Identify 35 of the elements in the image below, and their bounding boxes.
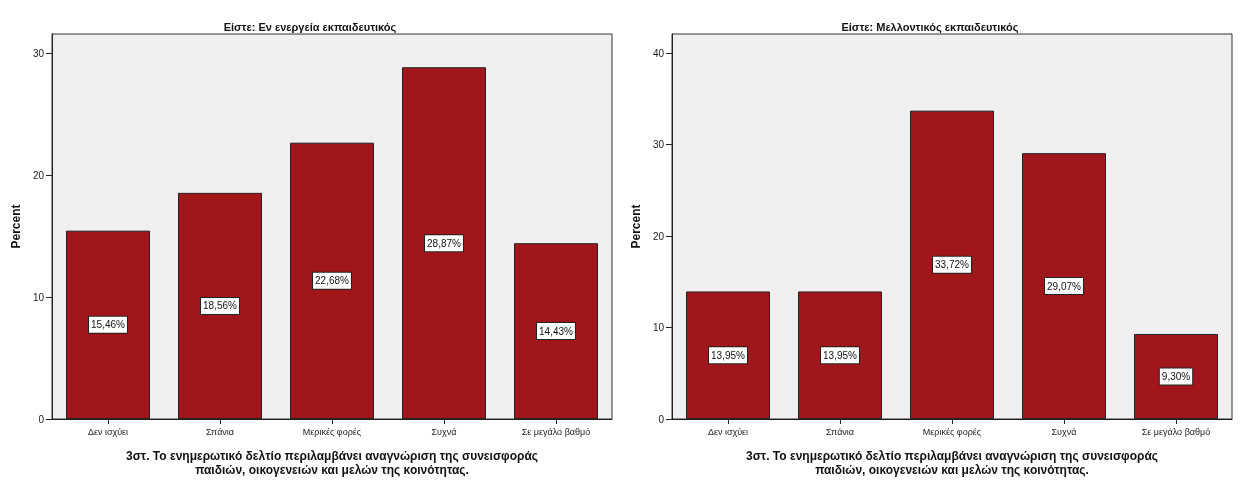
y-axis-title: Percent	[8, 204, 23, 249]
data-label: 28,87%	[427, 237, 462, 249]
data-label: 13,95%	[823, 349, 858, 361]
y-tick-label: 20	[32, 169, 45, 181]
y-tick-label: 30	[32, 47, 45, 59]
y-tick-label: 10	[652, 322, 665, 334]
x-tick-label: Σπάνια	[205, 426, 235, 437]
chart-title: Είστε: Εν ενεργεία εκπαιδευτικός	[223, 20, 397, 34]
data-label: 29,07%	[1047, 280, 1082, 292]
x-tick-label: Συχνά	[1051, 426, 1077, 437]
x-tick-label: Συχνά	[431, 426, 457, 437]
y-tick-label: 0	[658, 413, 665, 425]
x-tick-label: Μερικές φορές	[922, 426, 982, 437]
x-tick-label: Σε μεγάλο βαθμό	[521, 426, 591, 437]
x-axis-title: 3στ. Το ενημερωτικό δελτίο περιλαμβάνει αναγνώριση της συνεισφοράς παιδιών, οικογενειών και μελών της κοινότητας.	[125, 449, 539, 477]
data-label: 22,68%	[315, 275, 350, 287]
y-tick-label: 40	[652, 47, 665, 59]
y-axis-title: Percent	[628, 204, 643, 249]
data-label: 15,46%	[91, 319, 126, 331]
data-label: 13,95%	[711, 349, 746, 361]
x-tick-label: Δεν ισχύει	[707, 426, 749, 437]
x-tick-label: Σπάνια	[825, 426, 855, 437]
y-tick-label: 10	[32, 291, 45, 303]
data-label: 33,72%	[935, 259, 970, 271]
data-label: 9,30%	[1161, 370, 1191, 382]
x-tick-label: Σε μεγάλο βαθμό	[1141, 426, 1211, 437]
x-tick-label: Δεν ισχύει	[87, 426, 129, 437]
chart-title: Είστε: Μελλοντικός εκπαιδευτικός	[841, 20, 1019, 34]
data-label: 18,56%	[203, 300, 238, 312]
data-label: 14,43%	[539, 325, 574, 337]
y-tick-label: 20	[652, 230, 665, 242]
y-tick-label: 0	[38, 413, 45, 425]
x-tick-label: Μερικές φορές	[302, 426, 362, 437]
x-axis-title: 3στ. Το ενημερωτικό δελτίο περιλαμβάνει αναγνώριση της συνεισφοράς παιδιών, οικογενειών και μελών της κοινότητας.	[745, 449, 1159, 477]
y-tick-label: 30	[652, 139, 665, 151]
